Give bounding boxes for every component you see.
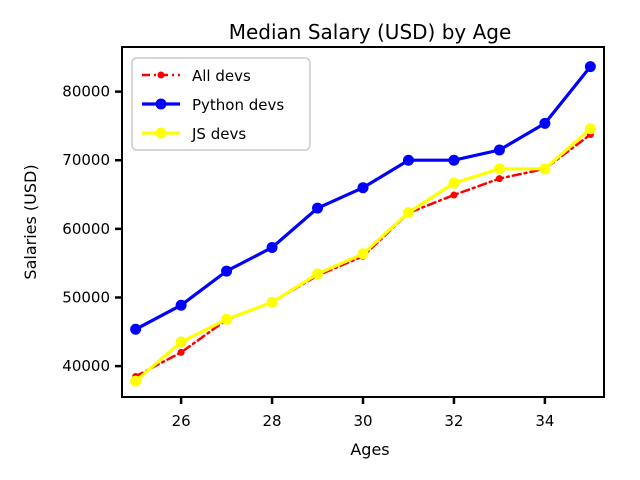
data-point-js-devs [175,336,187,348]
data-point-python-devs [221,265,233,277]
y-tick-label: 40000 [62,357,110,375]
data-point-js-devs [584,123,596,135]
data-point-js-devs [266,296,278,308]
x-tick-label: 30 [353,412,372,430]
chart-title: Median Salary (USD) by Age [229,20,512,44]
x-tick-label: 26 [172,412,191,430]
legend-box [131,57,311,151]
y-tick-label: 50000 [62,288,110,306]
data-point-python-devs [584,61,596,73]
data-point-python-devs [130,323,142,335]
data-point-python-devs [448,154,460,166]
x-axis-label: Ages [350,440,389,459]
data-point-js-devs [221,313,233,325]
legend-label-js-devs: JS devs [191,125,246,143]
data-point-python-devs [402,154,414,166]
y-axis-label: Salaries (USD) [21,164,40,279]
y-tick-label: 60000 [62,220,110,238]
legend-marker-js-devs [155,127,167,139]
x-tick-label: 32 [444,412,463,430]
data-point-python-devs [539,117,551,129]
legend-label-all-devs: All devs [192,67,251,85]
data-point-js-devs [312,268,324,280]
legend: All devs Python devs JS devs [131,57,311,151]
data-point-python-devs [266,241,278,253]
axis-ticks: 26 28 30 32 34 40000 50000 60000 70000 80000 [62,83,554,430]
data-point-js-devs [130,375,142,387]
data-point-python-devs [175,299,187,311]
data-point-all-devs [177,348,185,356]
x-tick-label: 34 [535,412,554,430]
data-point-python-devs [312,202,324,214]
series-layer [130,61,596,387]
legend-marker-all-devs [157,71,165,79]
legend-marker-python-devs [155,98,167,110]
x-tick-label: 28 [263,412,282,430]
data-point-all-devs [495,175,503,183]
data-point-js-devs [448,177,460,189]
data-point-js-devs [402,207,414,219]
legend-label-python-devs: Python devs [192,96,284,114]
data-point-js-devs [357,248,369,260]
data-point-python-devs [493,144,505,156]
data-point-js-devs [539,163,551,175]
data-point-all-devs [450,191,458,199]
data-point-js-devs [493,163,505,175]
y-tick-label: 80000 [62,83,110,101]
y-tick-label: 70000 [62,151,110,169]
data-point-python-devs [357,182,369,194]
